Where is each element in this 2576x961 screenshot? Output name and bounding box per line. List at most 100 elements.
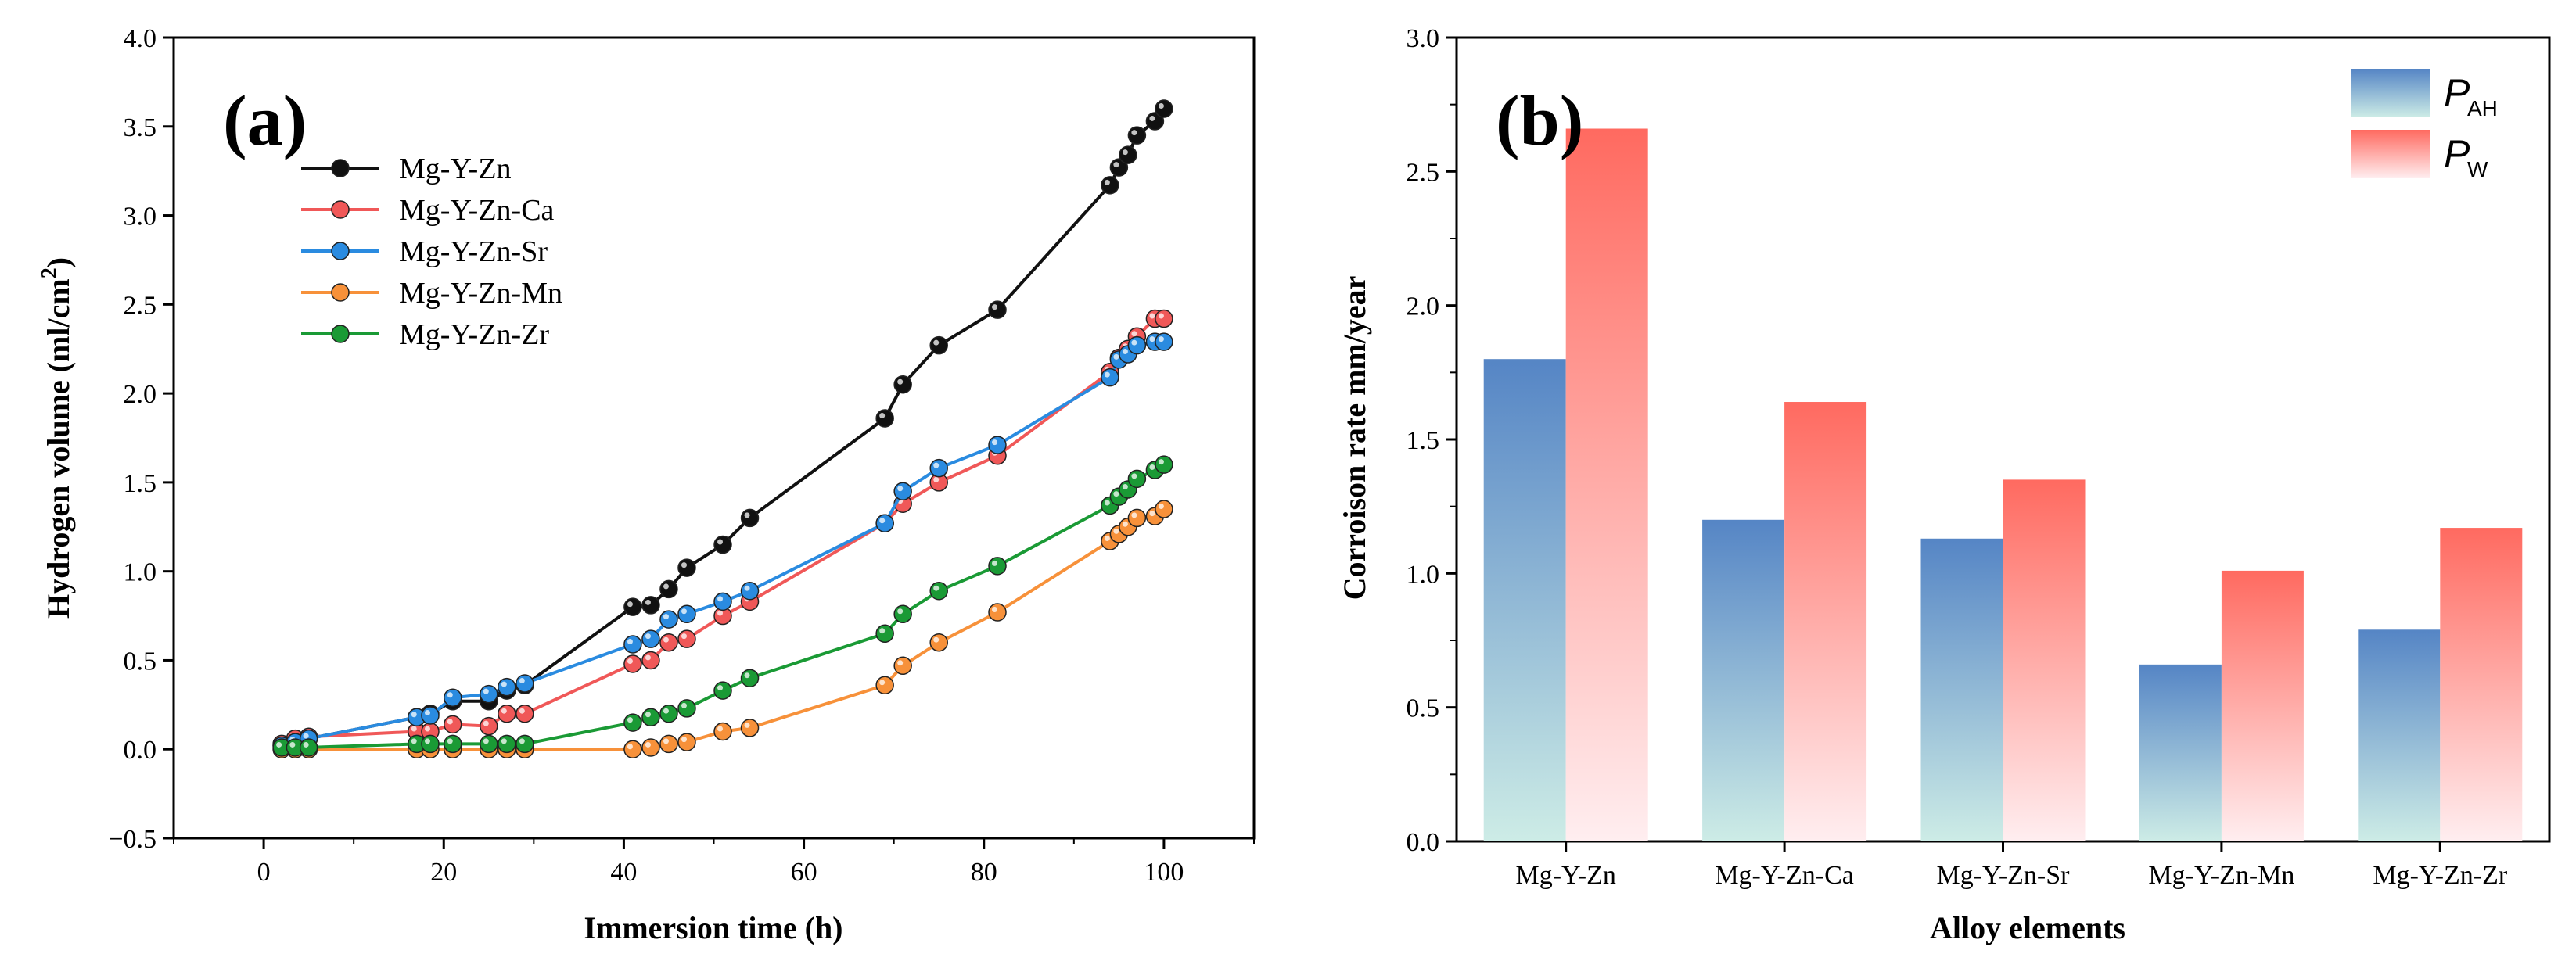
data-point [740,669,760,687]
data-point-highlight [627,601,633,608]
data-point-highlight [879,412,886,418]
panel-b-ticks: 0.0 0.5 1.0 1.5 2.0 2.5 3.0 Mg-Y-Zn Mg-Y-Zn-Ca Mg… [1407,24,2508,890]
x-tick-label: 80 [971,858,997,887]
data-point-highlight [744,585,750,591]
bar-ah [1702,519,1785,841]
panel-a-series [272,99,1173,758]
data-point [1155,99,1173,118]
panel-a-frame [172,36,1256,840]
data-point [641,629,660,648]
x-tick-label: Mg-Y-Zn-Mn [2148,861,2294,890]
data-point-highlight [519,738,525,744]
y-tick-label: 1.0 [124,558,157,587]
data-point [659,633,678,652]
data-point [516,704,534,723]
data-point-highlight [681,608,687,615]
data-point-highlight [897,608,904,615]
data-point-highlight [483,738,489,744]
data-point-highlight [1149,115,1155,121]
data-point [988,557,1007,576]
data-point-highlight [1158,459,1164,465]
legend-marker [331,159,350,177]
data-point-highlight [1149,336,1155,342]
data-point-highlight [992,607,998,613]
data-point [659,579,678,599]
panel-a: 0 20 40 60 80 100 −0.5 0.0 0.5 1.0 1.5 2.0 2.5 3.0 3.5… [38,24,1256,945]
legend-entry: Mg-Y-Zn-Ca [301,194,555,227]
y-tick-label: 2.0 [1407,292,1440,321]
y-tick-label: 1.5 [124,469,157,498]
legend-marker [331,283,350,302]
bar-w [1565,128,1648,842]
data-point-highlight [1122,483,1128,489]
data-point [659,734,678,754]
data-point-highlight [645,654,651,661]
data-point [677,604,696,624]
legend-entry: PW [2351,130,2488,181]
data-point-highlight [1131,512,1137,518]
panel-b-bars [1483,128,2523,842]
panel-b-label: (b) [1496,81,1583,160]
data-point [740,508,760,528]
data-point-highlight [1113,162,1119,168]
data-point-highlight [627,638,633,644]
data-point-highlight [1131,130,1137,136]
data-point [677,558,696,577]
data-point [516,734,534,754]
data-point-highlight [1122,521,1128,527]
data-point-highlight [1113,491,1119,497]
bar-group [2139,570,2304,841]
x-tick-label: 100 [1144,858,1184,887]
data-point-highlight [627,717,633,723]
data-point-highlight [992,560,998,566]
data-point-highlight [447,719,453,725]
data-point-highlight [663,614,669,620]
legend-entry: Mg-Y-Zn-Sr [301,235,548,268]
data-point-highlight [663,738,669,744]
data-point-highlight [1158,504,1164,510]
data-point [623,635,642,654]
data-point-highlight [501,708,507,714]
data-point [641,596,660,615]
data-point-highlight [1149,464,1155,470]
data-point-highlight [276,741,282,748]
data-point-highlight [519,708,525,714]
data-point-highlight [1104,371,1110,378]
data-point-highlight [501,738,507,744]
bar-ah [1920,538,2003,841]
series-mg-y-zn-zr [272,455,1173,757]
y-tick-label: 0.0 [1407,828,1440,857]
y-tick-label: 3.0 [124,203,157,231]
data-point-highlight [879,628,886,634]
series-mg-y-zn-sr [272,332,1173,755]
data-point [740,719,760,737]
data-point [299,738,318,757]
legend-entry: Mg-Y-Zn-Zr [301,318,549,351]
bar-group [1483,128,1648,842]
data-point-highlight [1104,179,1110,185]
y-tick-label: 0.5 [1407,694,1440,723]
y-tick-label: 1.0 [1407,560,1440,589]
legend-entry: Mg-Y-Zn [301,152,512,185]
data-point [480,734,498,754]
data-point [929,581,948,601]
data-point [623,654,642,673]
data-point [713,722,732,741]
data-point [659,704,678,723]
data-point [659,610,678,629]
y-tick-label: 2.0 [124,380,157,409]
bar-ah [1483,359,1566,841]
data-point [875,676,894,695]
data-point [1127,335,1147,355]
data-point [875,409,894,428]
bar-w [2440,528,2523,841]
data-point [1101,368,1119,387]
x-tick-label: 60 [791,858,817,887]
data-point-highlight [411,738,417,744]
data-point-highlight [663,636,669,643]
data-point [713,681,732,700]
data-point-highlight [717,610,724,616]
data-point-highlight [933,476,940,482]
